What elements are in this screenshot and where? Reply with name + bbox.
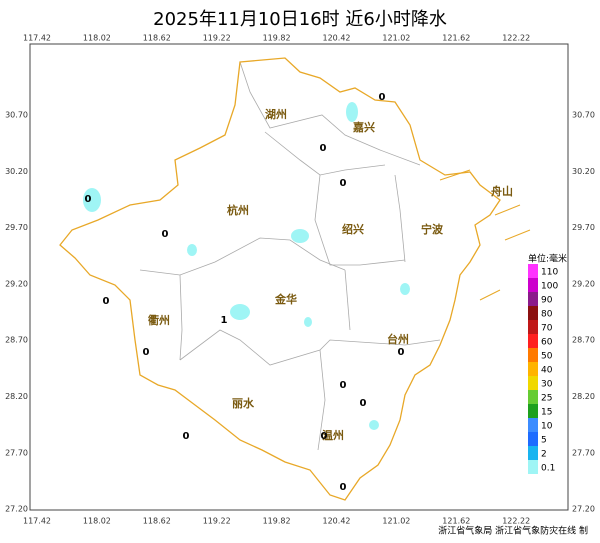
station-value: 0 (360, 398, 367, 409)
legend-label: 40 (541, 366, 553, 376)
legend-swatch (528, 418, 538, 432)
legend-swatch (528, 446, 538, 460)
legend-swatch (528, 348, 538, 362)
lon-tick-label: 118.02 (83, 34, 111, 43)
station-value: 0 (85, 194, 92, 205)
legend-label: 110 (541, 268, 558, 278)
legend-label: 2 (541, 450, 547, 460)
legend-label: 10 (541, 422, 553, 432)
station-value: 0 (143, 347, 150, 358)
lon-tick-label: 119.82 (263, 34, 291, 43)
lat-tick-label: 27.20 (5, 505, 28, 514)
lon-tick-label: 119.82 (263, 517, 291, 526)
lat-tick-label: 27.70 (5, 448, 28, 457)
legend-swatch (528, 334, 538, 348)
title: 2025年11月10日16时 近6小时降水 (153, 9, 447, 30)
islands (439, 169, 531, 301)
lon-tick-label: 120.42 (323, 517, 351, 526)
legend-swatch (528, 306, 538, 320)
city-label: 衢州 (148, 313, 170, 327)
lon-tick-label: 121.02 (382, 517, 410, 526)
lon-tick-label: 121.62 (442, 34, 470, 43)
station-value: 1 (221, 315, 228, 326)
city-boundaries (139, 61, 441, 451)
city-label: 舟山 (491, 184, 513, 198)
station-value: 0 (340, 178, 347, 189)
legend-label: 70 (541, 324, 553, 334)
legend-label: 25 (541, 394, 552, 404)
lon-tick-label: 118.02 (83, 517, 111, 526)
lon-tick-label: 121.62 (442, 517, 470, 526)
lat-tick-label: 27.70 (572, 448, 595, 457)
legend-swatch (528, 404, 538, 418)
legend-swatch (528, 432, 538, 446)
city-label: 嘉兴 (352, 120, 375, 134)
lat-tick-label: 30.20 (5, 167, 28, 176)
lat-tick-label: 28.20 (572, 392, 595, 401)
city-label: 丽水 (232, 396, 255, 410)
lon-tick-label: 118.62 (143, 34, 171, 43)
lat-tick-label: 29.20 (572, 279, 595, 288)
legend-swatch (528, 460, 538, 474)
city-label: 杭州 (227, 203, 249, 217)
legend-title: 单位:毫米 (528, 253, 567, 265)
lon-tick-label: 119.22 (203, 34, 231, 43)
lat-tick-label: 30.70 (572, 111, 595, 120)
footer: 浙江省气象局 浙江省气象防灾在线 制 (438, 525, 588, 537)
legend-label: 15 (541, 408, 552, 418)
lon-tick-label: 122.22 (502, 517, 530, 526)
legend-label: 50 (541, 352, 553, 362)
rain-areas (83, 102, 410, 430)
lat-tick-label: 30.20 (572, 167, 595, 176)
legend-label: 90 (541, 296, 553, 306)
legend-label: 5 (541, 436, 547, 446)
lon-tick-label: 122.22 (502, 34, 530, 43)
legend-label: 80 (541, 310, 553, 320)
lon-tick-label: 118.62 (143, 517, 171, 526)
station-value: 0 (379, 92, 386, 103)
legend-label: 100 (541, 282, 558, 292)
city-label: 台州 (387, 332, 409, 346)
station-value: 0 (183, 431, 190, 442)
station-value: 0 (162, 229, 169, 240)
legend-label: 60 (541, 338, 553, 348)
legend-swatch (528, 376, 538, 390)
lon-tick-label: 119.22 (203, 517, 231, 526)
lon-tick-label: 120.42 (323, 34, 351, 43)
city-label: 宁波 (421, 222, 444, 236)
station-value: 0 (340, 380, 347, 391)
legend-swatch (528, 362, 538, 376)
legend-swatch (528, 278, 538, 292)
lat-tick-label: 29.70 (5, 223, 28, 232)
legend-swatch (528, 390, 538, 404)
city-label: 金华 (274, 292, 297, 306)
legend-label: 0.1 (541, 464, 555, 474)
city-label: 绍兴 (342, 222, 364, 236)
legend-swatch (528, 320, 538, 334)
province-border (59, 57, 501, 501)
lat-tick-label: 27.20 (572, 505, 595, 514)
city-label: 湖州 (265, 107, 287, 121)
lat-tick-label: 28.70 (572, 336, 595, 345)
legend-label: 30 (541, 380, 553, 390)
legend-swatch (528, 292, 538, 306)
lat-tick-label: 29.20 (5, 279, 28, 288)
lat-tick-label: 29.70 (572, 223, 595, 232)
lon-tick-label: 121.02 (382, 34, 410, 43)
lat-tick-label: 28.70 (5, 336, 28, 345)
lat-tick-label: 30.70 (5, 111, 28, 120)
lon-tick-label: 117.42 (23, 34, 51, 43)
map-frame (29, 43, 569, 511)
lon-tick-label: 117.42 (23, 517, 51, 526)
station-value: 0 (321, 431, 328, 442)
legend-swatch (528, 264, 538, 278)
station-value: 0 (340, 482, 347, 493)
station-value: 0 (320, 143, 327, 154)
lat-tick-label: 28.20 (5, 392, 28, 401)
city-label: 温州 (322, 428, 344, 442)
station-value: 0 (103, 296, 110, 307)
station-value: 0 (398, 347, 405, 358)
